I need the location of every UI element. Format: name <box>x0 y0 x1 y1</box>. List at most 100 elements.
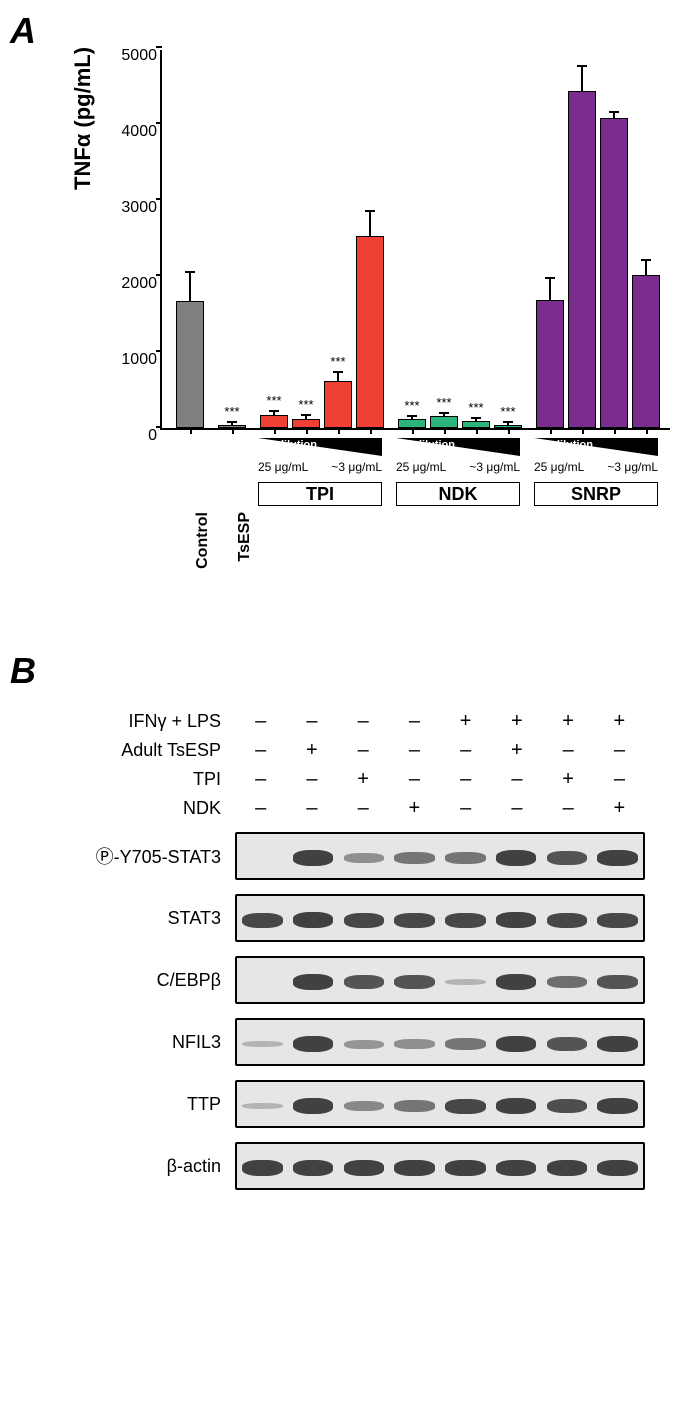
bar <box>176 301 204 428</box>
treatment-label: IFNγ + LPS <box>60 711 235 732</box>
band <box>597 850 638 866</box>
band <box>394 1100 435 1112</box>
blot-strip <box>235 1142 645 1190</box>
panel-b: B IFNγ + LPS––––++++Adult TsESP–+–––+––T… <box>10 650 675 1410</box>
band <box>597 1036 638 1052</box>
band <box>242 1160 283 1176</box>
protein-label: β-actin <box>60 1156 235 1177</box>
protein-label: NFIL3 <box>60 1032 235 1053</box>
treatment-symbol: – <box>235 768 286 791</box>
bar <box>632 275 660 428</box>
protein-row: Ⓟ-Y705-STAT3 <box>60 832 660 880</box>
protein-row: β-actin <box>60 1142 660 1190</box>
band <box>547 1099 588 1114</box>
band <box>344 1040 385 1049</box>
treatment-symbol: – <box>389 768 440 791</box>
bar <box>536 300 564 428</box>
blot-strip <box>235 1018 645 1066</box>
treatment-symbol: – <box>543 739 594 762</box>
treatment-symbol: – <box>338 739 389 762</box>
band <box>597 1098 638 1114</box>
bar <box>356 236 384 428</box>
treatment-row: Adult TsESP–+–––+–– <box>60 739 660 762</box>
y-tick-label: 3000 <box>112 199 157 217</box>
treatment-symbol: + <box>338 768 389 791</box>
treatment-label: TPI <box>60 769 235 790</box>
concentration-label: 25 μg/mL~3 μg/mL <box>258 460 382 474</box>
western-blot: IFNγ + LPS––––++++Adult TsESP–+–––+––TPI… <box>60 710 660 1204</box>
blot-strip <box>235 1080 645 1128</box>
protein-row: NFIL3 <box>60 1018 660 1066</box>
significance-marker: *** <box>500 404 515 419</box>
significance-marker: *** <box>404 398 419 413</box>
band <box>394 913 435 928</box>
band <box>394 1160 435 1176</box>
blot-strip <box>235 894 645 942</box>
bar-chart: 010002000300040005000*******************… <box>160 50 670 430</box>
significance-marker: *** <box>266 393 281 408</box>
blot-strip <box>235 832 645 880</box>
band <box>293 1098 334 1114</box>
dilution-triangle: 2x dilution <box>534 438 658 456</box>
treatment-label: Adult TsESP <box>60 740 235 761</box>
protein-label: TTP <box>60 1094 235 1115</box>
treatment-symbol: – <box>235 739 286 762</box>
x-group-label: NDK <box>396 482 520 506</box>
treatment-symbol: – <box>338 710 389 733</box>
y-axis-label: TNFα (pg/mL) <box>70 47 96 190</box>
treatment-symbol: – <box>235 710 286 733</box>
significance-marker: *** <box>436 395 451 410</box>
band <box>496 1160 537 1176</box>
treatment-row: NDK–––+–––+ <box>60 797 660 820</box>
bar <box>568 91 596 428</box>
significance-marker: *** <box>468 400 483 415</box>
band <box>293 850 334 866</box>
x-group-label: TPI <box>258 482 382 506</box>
band <box>344 1101 385 1111</box>
dilution-triangle: 2x dilution <box>396 438 520 456</box>
treatment-symbol: – <box>543 797 594 820</box>
treatment-symbol: – <box>440 797 491 820</box>
x-group-label: Control <box>194 512 212 569</box>
band <box>445 979 486 986</box>
treatment-symbol: + <box>286 739 337 762</box>
protein-label: C/EBPβ <box>60 970 235 991</box>
dilution-triangle: 2x dilution <box>258 438 382 456</box>
y-tick-label: 0 <box>112 427 157 445</box>
bar <box>292 419 320 428</box>
bar <box>462 421 490 428</box>
band <box>293 912 334 928</box>
band <box>445 852 486 864</box>
treatment-symbol: + <box>440 710 491 733</box>
significance-marker: *** <box>298 397 313 412</box>
y-tick-label: 2000 <box>112 275 157 293</box>
band <box>344 975 385 989</box>
bar <box>398 419 426 428</box>
concentration-label: 25 μg/mL~3 μg/mL <box>534 460 658 474</box>
x-group-label: TsESP <box>236 512 254 562</box>
treatment-symbol: – <box>594 739 645 762</box>
treatment-symbol: + <box>543 710 594 733</box>
y-tick-label: 5000 <box>112 47 157 65</box>
protein-label: STAT3 <box>60 908 235 929</box>
band <box>597 975 638 989</box>
treatment-row: IFNγ + LPS––––++++ <box>60 710 660 733</box>
band <box>344 913 385 928</box>
treatment-symbol: – <box>491 797 542 820</box>
treatment-symbol: + <box>491 710 542 733</box>
treatment-symbol: + <box>594 797 645 820</box>
treatment-symbol: – <box>440 739 491 762</box>
treatment-symbol: – <box>286 797 337 820</box>
band <box>293 1036 334 1052</box>
band <box>242 1103 283 1110</box>
band <box>242 913 283 928</box>
band <box>496 912 537 928</box>
band <box>394 1039 435 1049</box>
treatment-label: NDK <box>60 798 235 819</box>
concentration-label: 25 μg/mL~3 μg/mL <box>396 460 520 474</box>
bar <box>218 425 246 428</box>
treatment-symbol: – <box>389 710 440 733</box>
band <box>344 1160 385 1176</box>
bar <box>600 118 628 428</box>
band <box>597 913 638 928</box>
